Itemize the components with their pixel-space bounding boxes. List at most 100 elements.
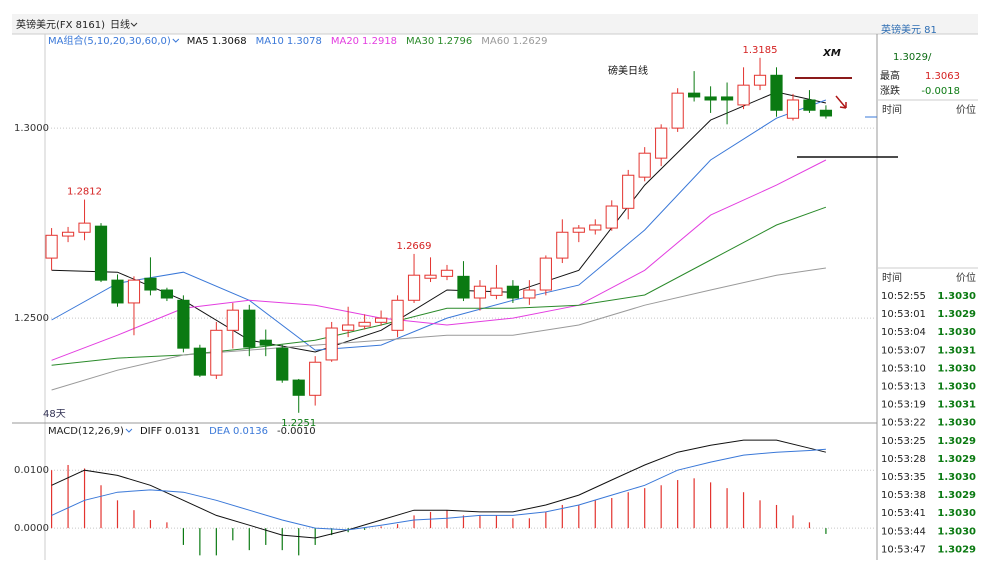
- candle-body: [78, 222, 91, 233]
- trade-price: 1.3029: [937, 544, 976, 555]
- y-tick-label: 0.0100: [14, 465, 49, 476]
- candle-body: [539, 257, 552, 291]
- candle-body: [671, 92, 684, 129]
- high-label: 1.2669: [397, 241, 432, 252]
- candle-body: [556, 231, 569, 259]
- trade-price: 1.3030: [937, 291, 976, 302]
- legend-value: 1.3078: [287, 36, 322, 47]
- dropdown-arrow: [172, 38, 180, 43]
- quote-price: 1.3029/: [893, 52, 932, 63]
- trade-time: 10:53:28: [881, 454, 926, 465]
- legend-value: 0.0136: [233, 426, 268, 437]
- candle-body: [309, 361, 322, 396]
- trade-time: 10:53:44: [881, 526, 926, 537]
- legend-name: MA10: [256, 36, 284, 47]
- candle-body: [819, 109, 833, 117]
- trade-price: 1.3030: [937, 526, 976, 537]
- y-tick-label: 1.2500: [14, 313, 49, 324]
- dropdown-arrow: [130, 22, 138, 27]
- indicator-line: [51, 439, 827, 539]
- legend-value: 1.3068: [212, 36, 247, 47]
- legend-name: MA5: [187, 36, 209, 47]
- candle-body: [572, 227, 585, 233]
- trade-price: 1.3029: [937, 436, 976, 447]
- candle-body: [391, 299, 404, 331]
- trade-price: 1.3031: [937, 345, 976, 356]
- candle-body: [160, 289, 174, 299]
- candle-body: [407, 274, 421, 301]
- legend-value: 0.0131: [165, 426, 200, 437]
- legend-name: DIFF: [140, 426, 162, 437]
- candle-body: [803, 99, 816, 111]
- legend-value: -0.0010: [277, 426, 316, 437]
- trade-time: 10:53:47: [881, 544, 926, 555]
- field-value: 1.3063: [925, 71, 960, 82]
- candle-body: [473, 285, 487, 299]
- trade-time: 10:53:41: [881, 508, 926, 519]
- period[interactable]: 日线: [110, 18, 130, 31]
- candle-body: [753, 74, 767, 86]
- trade-time: 10:53:35: [881, 472, 926, 483]
- column-header: 时间: [882, 103, 902, 116]
- arrow: [835, 95, 847, 109]
- candle-body: [292, 379, 305, 396]
- trade-time: 10:53:38: [881, 490, 926, 501]
- high-label: 1.3185: [743, 45, 778, 56]
- legend-value: 1.2918: [362, 36, 397, 47]
- trade-time: 10:52:55: [881, 291, 926, 302]
- chart-title: 磅美日线: [608, 64, 648, 77]
- trade-time: 10:53:19: [881, 400, 926, 411]
- legend-name: MA20: [331, 36, 359, 47]
- candle-body: [210, 329, 223, 376]
- candle-body: [259, 339, 272, 346]
- candle-body: [457, 275, 470, 299]
- top-bar: [12, 14, 978, 34]
- trade-price: 1.3030: [937, 418, 976, 429]
- trade-time: 10:53:01: [881, 309, 926, 320]
- candle-body: [193, 347, 206, 376]
- symbol[interactable]: 英镑美元(FX 8161): [16, 18, 105, 31]
- candle-body: [440, 269, 454, 277]
- candle-body: [786, 99, 800, 119]
- dropdown-arrow: [125, 428, 133, 433]
- logo-box: [795, 36, 870, 68]
- candle-body: [177, 299, 190, 349]
- legend-title: MACD(12,26,9): [48, 426, 124, 437]
- indicator-line: [51, 448, 826, 531]
- candle-body: [589, 224, 602, 231]
- trade-time: 10:53:07: [881, 345, 926, 356]
- legend-value: 1.2629: [512, 36, 547, 47]
- candle-body: [655, 127, 668, 159]
- candle-body: [374, 317, 388, 323]
- legend-title: MA组合(5,10,20,30,60,0): [48, 34, 171, 47]
- trade-price: 1.3030: [937, 472, 976, 483]
- candle-body: [342, 324, 355, 331]
- candle-body: [276, 347, 289, 381]
- field-label: 涨跌: [880, 84, 900, 97]
- candle-body: [720, 96, 734, 101]
- legend-name: MA60: [481, 36, 509, 47]
- candle-body: [94, 225, 108, 281]
- legend-name: DEA: [209, 426, 230, 437]
- indicator-line: [51, 267, 826, 391]
- trade-time: 10:53:13: [881, 382, 926, 393]
- candle-body: [622, 174, 635, 209]
- candle-body: [226, 309, 239, 331]
- candle-body: [144, 277, 157, 291]
- candle-body: [737, 84, 750, 106]
- candle-body: [358, 321, 371, 327]
- low-label: 1.2251: [281, 418, 316, 429]
- trade-price: 1.3029: [937, 490, 976, 501]
- trade-price: 1.3030: [937, 327, 976, 338]
- legend-value: 1.2796: [437, 36, 472, 47]
- quote-symbol: 英镑美元 81: [881, 23, 937, 36]
- column-header: 价位: [956, 103, 976, 116]
- candle-body: [111, 279, 124, 304]
- candle-body: [770, 74, 783, 111]
- column-header: 时间: [882, 271, 902, 284]
- candle-body: [490, 287, 503, 296]
